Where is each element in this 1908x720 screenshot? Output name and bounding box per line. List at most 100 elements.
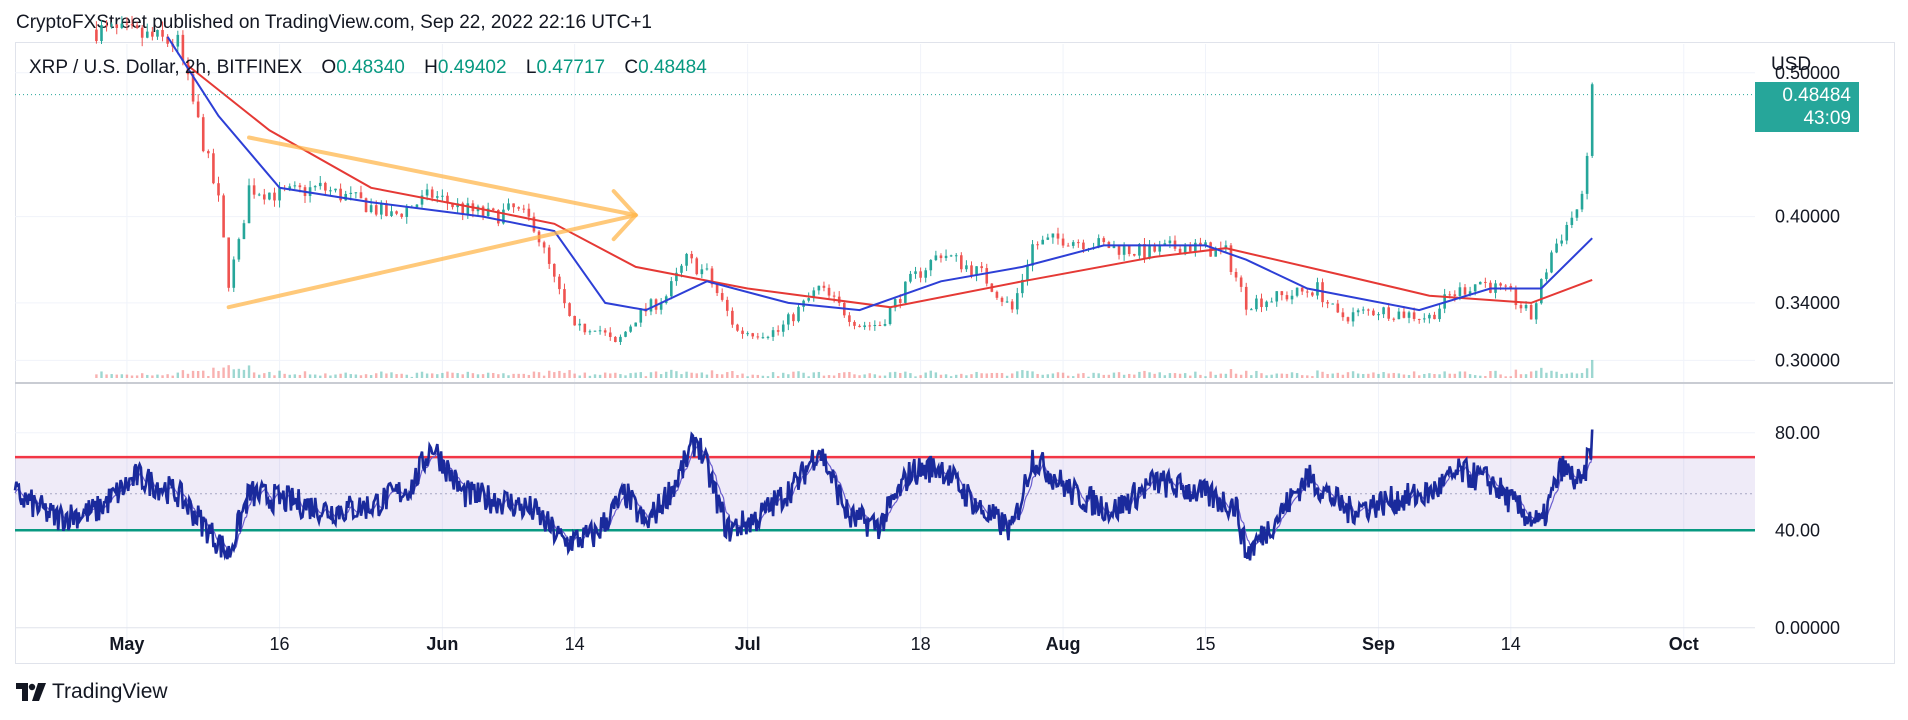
candle-body	[400, 213, 403, 217]
candle-body	[1300, 287, 1304, 292]
candle-body	[344, 193, 348, 201]
volume-bar	[161, 375, 164, 378]
volume-bar	[838, 372, 841, 378]
candle-body	[156, 29, 159, 37]
candle-body	[1514, 288, 1518, 306]
candle-body	[145, 31, 149, 38]
volume-bar	[1041, 374, 1044, 378]
volume-bar	[1036, 373, 1039, 378]
volume-bar	[405, 374, 408, 378]
volume-bar	[955, 374, 958, 378]
candle-body	[827, 287, 831, 296]
time-tick-label: Jun	[426, 634, 458, 654]
volume-bar	[614, 372, 617, 378]
price-tick-label: 0.50000	[1775, 63, 1840, 83]
candle-body	[629, 326, 632, 332]
volume-bar	[471, 373, 475, 378]
volume-bar	[527, 374, 531, 378]
price-axis-ticks: 0.50000 0.40000 0.34000 0.30000	[1775, 63, 1840, 371]
volume-bar	[578, 375, 581, 378]
last-price-tag: 0.48484 43:09	[1755, 81, 1859, 132]
candle-body	[1000, 297, 1004, 302]
volume-bar	[1418, 375, 1421, 378]
volume-bar	[1362, 374, 1365, 378]
candle-body	[619, 336, 622, 342]
candle-body	[1590, 84, 1594, 156]
volume-bar	[1087, 376, 1090, 378]
volume-bar	[1010, 373, 1014, 378]
candle-body	[547, 247, 551, 264]
candle-body	[349, 192, 353, 194]
candle-body	[481, 206, 485, 217]
candle-body	[1387, 307, 1390, 319]
volume-bar	[975, 371, 978, 378]
volume-bar	[970, 374, 973, 378]
candle-body	[1473, 284, 1477, 292]
candle-body	[914, 271, 917, 274]
volume-bar	[242, 369, 246, 378]
candle-body	[252, 185, 256, 195]
candle-body	[1575, 209, 1579, 218]
candle-body	[675, 272, 678, 282]
volume-bar	[1117, 372, 1121, 378]
candle-body	[517, 207, 520, 209]
candle-body	[512, 203, 515, 208]
candle-body	[522, 208, 526, 210]
price-tick-label: 0.34000	[1775, 293, 1840, 313]
candle-body	[497, 210, 500, 224]
candle-body	[573, 315, 576, 326]
volume-bar	[832, 375, 836, 378]
candle-body	[634, 322, 638, 327]
volume-bar	[1280, 373, 1284, 378]
volume-bar	[1275, 373, 1278, 378]
triangle-edge	[247, 135, 638, 218]
volume-bar	[1168, 373, 1172, 378]
volume-bar	[1524, 374, 1528, 378]
volume-bar	[1214, 374, 1217, 378]
candle-body	[878, 324, 882, 326]
candle-body	[1031, 244, 1034, 266]
candle-body	[161, 29, 164, 37]
candle-body	[140, 27, 144, 38]
candle-body	[1138, 244, 1141, 256]
volume-bar	[446, 371, 449, 378]
volume-bar	[888, 372, 892, 378]
volume-bar	[542, 375, 546, 378]
candle-body	[1341, 312, 1345, 318]
volume-bar	[1575, 373, 1579, 378]
volume-bar	[517, 373, 520, 378]
candle-body	[354, 192, 358, 194]
candle-body	[115, 24, 119, 28]
rsi-axis-ticks: 80.00 40.00 0.00000	[1775, 423, 1840, 638]
time-tick-label: May	[109, 634, 144, 654]
candle-body	[105, 25, 108, 27]
tradingview-logo[interactable]: TradingView	[16, 680, 168, 704]
time-tick-label: Jul	[735, 634, 761, 654]
candle-body	[690, 253, 693, 259]
volume-bar	[212, 367, 215, 378]
volume-bar	[573, 373, 576, 378]
candle-body	[1316, 282, 1319, 296]
candle-body	[262, 194, 266, 200]
brand-name: TradingView	[52, 680, 168, 703]
high-label: H	[424, 57, 438, 78]
volume-bar	[1316, 370, 1319, 378]
currency-label[interactable]: USD	[1771, 54, 1812, 75]
candle-body	[1239, 277, 1243, 287]
candle-body	[1077, 242, 1080, 244]
volume-bar	[461, 374, 464, 378]
candle-body	[1036, 244, 1039, 246]
volume-bar	[634, 372, 637, 378]
volume-bar	[1219, 373, 1222, 378]
volume-bar	[222, 367, 225, 378]
volume-bar	[247, 365, 251, 378]
volume-bar	[324, 373, 327, 378]
chart-frame[interactable]	[15, 42, 1895, 664]
candle-body	[1178, 248, 1182, 255]
volume-bar	[990, 372, 994, 378]
bar-countdown: 43:09	[1803, 107, 1851, 129]
volume-bar	[1463, 371, 1467, 378]
candle-body	[486, 208, 490, 217]
candle-body	[593, 330, 597, 332]
